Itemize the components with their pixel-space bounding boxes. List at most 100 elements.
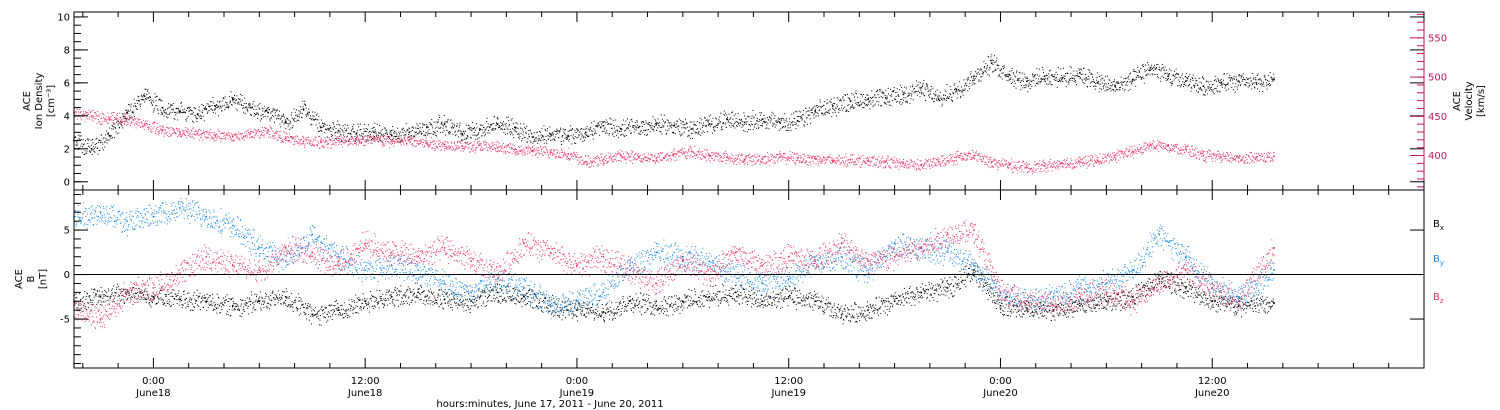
velocity-series-sample: [120, 118, 122, 120]
velocity-series-sample: [393, 145, 395, 147]
density-series-sample: [454, 135, 456, 137]
density-series-sample: [680, 119, 682, 121]
density-series-sample: [714, 129, 715, 131]
velocity-series-sample: [317, 140, 319, 142]
velocity-series-sample: [364, 136, 366, 138]
density-series-sample: [799, 111, 801, 113]
density-series-sample: [1178, 79, 1180, 81]
density-series-sample: [111, 124, 113, 126]
velocity-series-sample: [654, 156, 655, 158]
density-series-sample: [1048, 73, 1050, 75]
velocity-series-sample: [106, 122, 108, 124]
density-series-sample: [1201, 77, 1203, 79]
density-series-sample: [532, 142, 534, 144]
velocity-series-sample: [581, 164, 583, 166]
density-series-sample: [953, 84, 955, 86]
density-series-sample: [484, 133, 486, 135]
density-series-sample: [860, 103, 862, 105]
density-series-sample: [94, 148, 95, 150]
velocity-series-sample: [88, 113, 90, 115]
velocity-series-sample: [744, 160, 746, 162]
density-series-sample: [830, 98, 832, 100]
velocity-series-sample: [126, 117, 128, 119]
density-series-sample: [964, 88, 966, 90]
density-series-sample: [675, 126, 677, 128]
density-series-sample: [1268, 75, 1270, 77]
velocity-series-sample: [449, 146, 451, 148]
density-series-sample: [344, 130, 346, 132]
density-series-sample: [959, 81, 961, 83]
density-series-sample: [1013, 85, 1015, 87]
density-series-sample: [1205, 89, 1207, 91]
velocity-series-point: [1167, 145, 1169, 147]
velocity-series-sample: [104, 119, 106, 121]
density-series-sample: [450, 127, 452, 129]
density-series-sample: [370, 138, 372, 140]
density-series-sample: [459, 122, 461, 124]
density-series-sample: [1068, 80, 1070, 82]
density-series-sample: [368, 124, 370, 126]
density-series-sample: [933, 93, 935, 95]
density-series-sample: [665, 133, 667, 135]
density-series-sample: [779, 118, 781, 120]
velocity-series-sample: [709, 159, 711, 161]
density-series-sample: [783, 121, 785, 123]
velocity-series-sample: [544, 146, 546, 148]
density-series-sample: [473, 131, 475, 133]
density-series-sample: [350, 134, 352, 136]
density-series-point: [267, 111, 269, 114]
density-series-sample: [949, 85, 951, 87]
velocity-series-sample: [263, 129, 265, 131]
density-series-sample: [1161, 63, 1163, 65]
density-series-sample: [89, 146, 91, 148]
density-series-sample: [896, 91, 898, 93]
velocity-series-sample: [408, 139, 410, 141]
velocity-series-sample: [369, 139, 371, 141]
density-series-sample: [825, 111, 827, 113]
velocity-series-sample: [732, 161, 734, 163]
velocity-series-sample: [213, 137, 215, 139]
density-series-sample: [663, 125, 665, 127]
velocity-series-sample: [235, 134, 237, 136]
velocity-series-sample: [85, 117, 87, 119]
velocity-series-sample: [774, 163, 776, 165]
density-series-sample: [1019, 82, 1021, 84]
density-series-sample: [748, 128, 750, 130]
velocity-series-sample: [394, 141, 396, 143]
velocity-series-sample: [85, 112, 87, 114]
velocity-series-sample: [448, 147, 450, 149]
velocity-series-sample: [254, 129, 256, 131]
density-series-sample: [1270, 77, 1272, 79]
density-series-sample: [490, 124, 492, 126]
velocity-series-sample: [428, 146, 430, 148]
velocity-series-sample: [472, 144, 474, 146]
density-series-sample: [1009, 74, 1011, 76]
density-series-sample: [623, 130, 625, 132]
velocity-series-sample: [323, 145, 325, 147]
velocity-series-sample: [193, 137, 195, 139]
density-series-sample: [1039, 68, 1041, 70]
density-series-sample: [604, 132, 606, 134]
velocity-series-sample: [359, 139, 361, 141]
velocity-series-sample: [460, 142, 462, 144]
density-series-sample: [661, 126, 663, 128]
density-series-sample: [447, 119, 449, 121]
density-series-sample: [728, 124, 730, 126]
density-series-sample: [710, 123, 712, 125]
velocity-series-sample: [472, 146, 474, 148]
density-series-sample: [376, 134, 378, 136]
density-series-sample: [676, 121, 678, 123]
density-series-sample: [192, 120, 194, 122]
velocity-series-sample: [745, 156, 747, 158]
velocity-series-sample: [561, 157, 563, 159]
density-series-sample: [1094, 81, 1095, 83]
density-series-sample: [591, 130, 593, 132]
density-series-sample: [790, 124, 792, 126]
density-series-sample: [700, 122, 702, 124]
density-series-sample: [1225, 85, 1227, 87]
density-series-sample: [736, 125, 738, 127]
density-series-sample: [105, 137, 107, 139]
density-series-sample: [90, 139, 92, 141]
density-series-sample: [1121, 81, 1123, 83]
density-series-sample: [1082, 73, 1084, 75]
